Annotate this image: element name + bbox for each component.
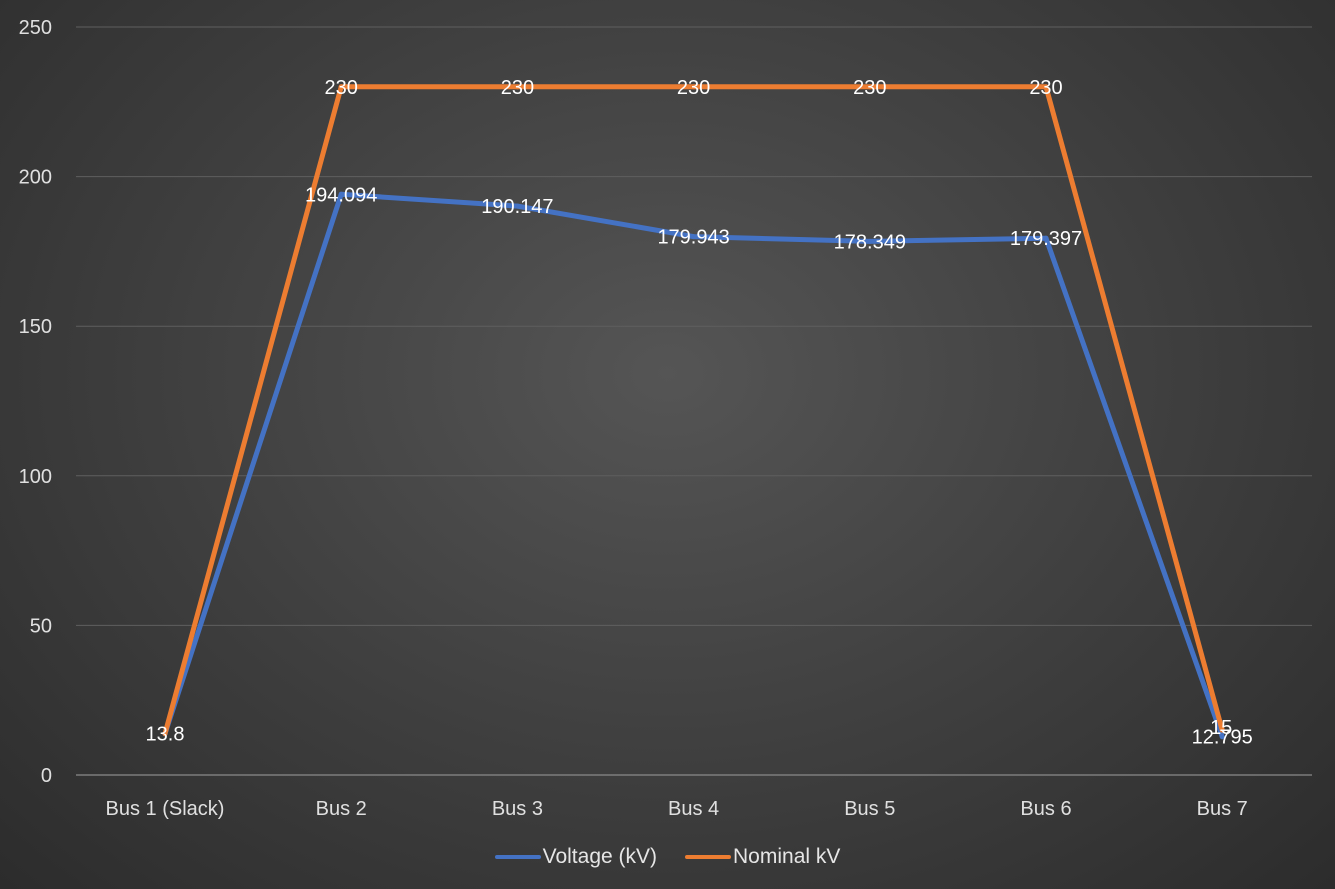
y-tick-label: 50 bbox=[30, 615, 52, 637]
data-point-nominal bbox=[162, 731, 168, 737]
data-point-nominal bbox=[338, 84, 344, 90]
x-tick-label: Bus 2 bbox=[316, 798, 367, 820]
legend-label-voltage: Voltage (kV) bbox=[542, 845, 658, 868]
y-tick-label: 100 bbox=[19, 466, 52, 488]
legend-item-nominal: Nominal kV bbox=[685, 845, 840, 869]
data-label-nominal: 230 bbox=[1029, 77, 1062, 99]
data-point-nominal bbox=[691, 84, 697, 90]
data-point-voltage bbox=[867, 238, 873, 244]
data-point-voltage bbox=[338, 191, 344, 197]
x-tick-label: Bus 7 bbox=[1197, 798, 1248, 820]
data-label-nominal: 230 bbox=[325, 77, 358, 99]
data-point-nominal bbox=[514, 84, 520, 90]
y-tick-label: 0 bbox=[41, 765, 52, 787]
data-point-nominal bbox=[1219, 727, 1225, 733]
x-tick-label: Bus 5 bbox=[844, 798, 895, 820]
data-point-voltage bbox=[514, 203, 520, 209]
series-line-voltage bbox=[162, 191, 1225, 740]
data-point-nominal bbox=[867, 84, 873, 90]
x-tick-label: Bus 3 bbox=[492, 798, 543, 820]
legend-item-voltage: Voltage (kV) bbox=[494, 845, 658, 869]
data-label-nominal: 230 bbox=[853, 77, 886, 99]
data-point-voltage bbox=[1219, 734, 1225, 740]
x-tick-label: Bus 6 bbox=[1020, 798, 1071, 820]
data-point-voltage bbox=[1043, 235, 1049, 241]
data-label-voltage: 178.349 bbox=[834, 231, 906, 253]
legend-label-nominal: Nominal kV bbox=[733, 845, 841, 868]
x-tick-label: Bus 4 bbox=[668, 798, 719, 820]
x-tick-label: Bus 1 (Slack) bbox=[106, 798, 225, 820]
data-point-voltage bbox=[691, 234, 697, 240]
chart-legend: Voltage (kV) Nominal kV bbox=[0, 841, 1335, 873]
data-label-voltage: 179.397 bbox=[1010, 228, 1082, 250]
data-label-nominal: 15 bbox=[1210, 717, 1232, 739]
data-label-voltage: 13.8 bbox=[146, 724, 185, 746]
data-point-nominal bbox=[1043, 84, 1049, 90]
y-tick-label: 200 bbox=[19, 167, 52, 189]
legend-swatch-voltage bbox=[494, 855, 541, 859]
legend-swatch-nominal bbox=[685, 855, 732, 859]
data-label-voltage: 190.147 bbox=[481, 196, 553, 218]
data-label-nominal: 230 bbox=[501, 77, 534, 99]
data-label-nominal: 230 bbox=[677, 77, 710, 99]
y-tick-label: 150 bbox=[19, 316, 52, 338]
y-tick-label: 250 bbox=[19, 17, 52, 39]
data-label-voltage: 179.943 bbox=[657, 227, 729, 249]
data-label-voltage: 12.795 bbox=[1192, 727, 1253, 749]
data-label-voltage: 194.094 bbox=[305, 184, 377, 206]
